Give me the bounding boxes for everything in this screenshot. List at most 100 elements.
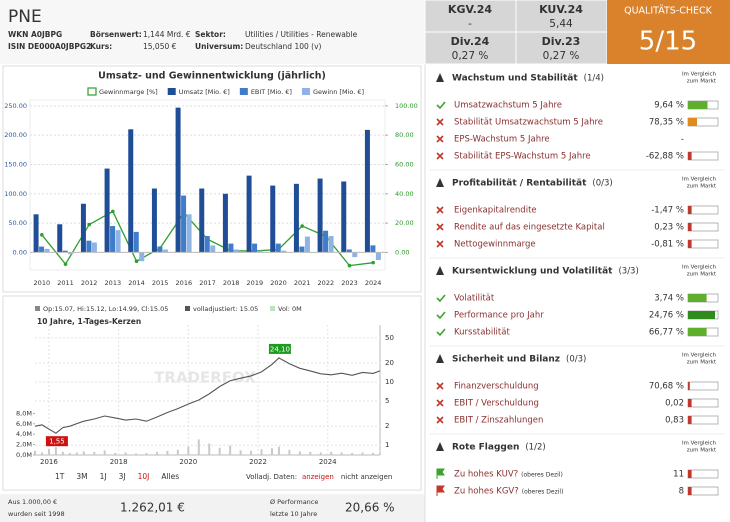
header-bg xyxy=(0,0,425,64)
bar xyxy=(222,193,228,253)
bar xyxy=(33,214,39,253)
volume-bar xyxy=(114,452,117,455)
annotation-label: 24,10 xyxy=(270,345,290,353)
y2-tick-label: 100.00 xyxy=(395,102,418,110)
check-icon xyxy=(436,311,446,320)
bar xyxy=(328,236,334,253)
bar xyxy=(162,249,168,253)
bar xyxy=(128,129,134,253)
legend-label: Umsatz [Mio. €] xyxy=(179,88,230,96)
volume-bar xyxy=(340,452,343,455)
item-value: 11 xyxy=(673,470,684,480)
adjust-label: Volladj. Daten: xyxy=(246,473,297,481)
cross-icon xyxy=(436,118,444,126)
cross-icon xyxy=(436,240,444,248)
volume-bar xyxy=(298,451,301,455)
bar xyxy=(317,178,323,253)
quality-value: 5/15 xyxy=(639,27,697,57)
icon xyxy=(35,306,40,311)
range-button[interactable]: 10J xyxy=(138,472,150,481)
section-score: (3/3) xyxy=(618,267,638,277)
volume-bar xyxy=(124,452,127,455)
volume-bar xyxy=(309,451,312,455)
y2-tick-label: 80.00 xyxy=(395,131,414,139)
check-icon xyxy=(436,294,446,303)
range-button[interactable]: 3M xyxy=(76,472,87,481)
bar xyxy=(44,248,50,253)
bar xyxy=(228,243,234,253)
x-tick-label: 2020 xyxy=(179,458,197,466)
item-value: 70,68 % xyxy=(649,382,684,392)
bar xyxy=(257,250,263,253)
bar xyxy=(293,183,299,253)
adjust-option[interactable]: anzeigen xyxy=(302,473,334,481)
bar xyxy=(275,243,281,253)
meter-frame xyxy=(687,151,719,161)
meter-fill xyxy=(688,118,697,126)
y-tick-label: 250.00 xyxy=(4,102,27,110)
adjust-option[interactable]: nicht anzeigen xyxy=(341,473,392,481)
bar xyxy=(91,242,97,253)
margin-point xyxy=(300,224,304,228)
meter-fill xyxy=(688,206,692,214)
field-value: Utilities / Utilities - Renewable xyxy=(245,30,358,39)
field-label: Sektor: xyxy=(195,30,226,39)
bar xyxy=(57,224,63,253)
quality-box xyxy=(607,0,730,64)
volume-bar xyxy=(270,448,273,455)
field-value: Deutschland 100 (v) xyxy=(245,42,322,51)
y2-tick-label: 60.00 xyxy=(395,160,414,168)
volume-bar xyxy=(319,452,322,455)
flag-icon xyxy=(436,468,445,479)
bar xyxy=(110,226,116,253)
kpi-label: Div.23 xyxy=(542,35,581,48)
range-button[interactable]: 1J xyxy=(100,472,107,481)
item-name: Kursstabilität xyxy=(454,328,510,338)
bar xyxy=(233,249,239,253)
bar xyxy=(186,214,192,253)
item-name: Stabilität EPS-Wachstum 5 Jahre xyxy=(454,152,591,162)
bar xyxy=(364,129,370,253)
cross-icon xyxy=(436,399,444,407)
x-tick-label: 2018 xyxy=(223,279,240,287)
volume-bar xyxy=(372,452,375,455)
x-tick-label: 2013 xyxy=(105,279,122,287)
cross-icon xyxy=(436,135,444,143)
range-button[interactable]: 1T xyxy=(55,472,65,481)
range-button[interactable]: Alles xyxy=(161,472,179,481)
item-name: EBIT / Verschuldung xyxy=(454,399,539,409)
y-tick-label: 20 xyxy=(385,359,394,367)
meter-fill xyxy=(688,328,707,336)
margin-point xyxy=(134,259,139,264)
kpi-value: 0,27 % xyxy=(452,50,489,62)
section-icon xyxy=(436,178,444,187)
bar xyxy=(204,236,210,253)
x-tick-label: 2010 xyxy=(34,279,51,287)
icon xyxy=(270,306,275,311)
bar xyxy=(210,245,216,253)
y-tick-label: 200.00 xyxy=(4,131,27,139)
bar xyxy=(199,188,205,253)
bar xyxy=(352,252,358,258)
volume-bar xyxy=(82,451,85,455)
compare-label: zum Markt xyxy=(687,360,717,366)
bar xyxy=(80,203,86,253)
volume-bar xyxy=(135,453,138,455)
item-value: 0,02 xyxy=(665,399,684,409)
item-value: 8 xyxy=(679,487,684,497)
meter-fill xyxy=(688,294,707,302)
section-title: Rote Flaggen xyxy=(452,443,519,453)
field-value: 1,144 Mrd. € xyxy=(143,30,191,39)
item-value: 66,77 % xyxy=(649,328,684,338)
compare-label: Im Vergleich xyxy=(682,353,717,359)
compare-label: Im Vergleich xyxy=(682,265,717,271)
kpi-value: - xyxy=(468,18,472,30)
section-title: Wachstum und Stabilität xyxy=(452,74,578,84)
x-tick-label: 2011 xyxy=(57,279,74,287)
volume-bar xyxy=(239,450,242,455)
y2-tick-label: 2,0M xyxy=(16,441,32,449)
summary-value: 1.262,01 € xyxy=(120,501,185,515)
range-button[interactable]: 3J xyxy=(119,472,126,481)
adjusted: volladjustiert: 15.05 xyxy=(193,305,258,313)
